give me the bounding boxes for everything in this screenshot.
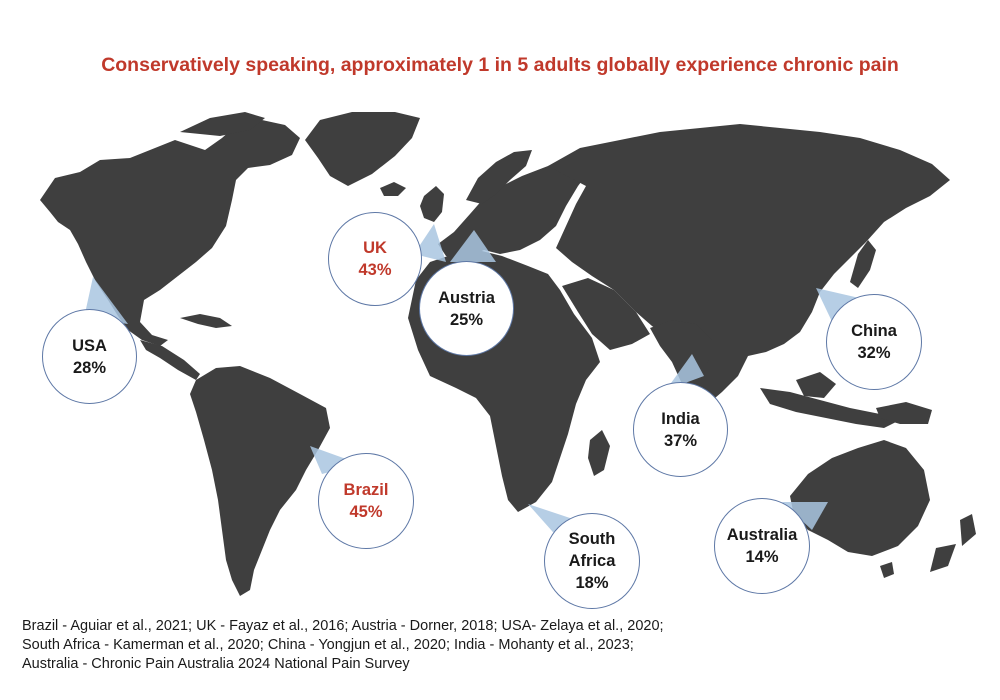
country-value-australia: 14% <box>745 548 779 566</box>
country-value-india: 37% <box>663 431 698 450</box>
landmass-new-zealand-south <box>930 544 956 572</box>
country-name-china: China <box>851 322 897 340</box>
country-value-south-africa: 18% <box>575 574 609 592</box>
source-citations: Brazil - Aguiar et al., 2021; UK - Fayaz… <box>22 618 664 672</box>
landmass-south-america <box>190 366 330 596</box>
landmass-greenland <box>305 112 420 186</box>
landmass-arctic-islands <box>180 112 265 136</box>
landmass-india <box>650 320 712 402</box>
bubble-australia: Australia 14% <box>714 498 810 594</box>
landmass-scandinavia <box>466 150 532 204</box>
landmass-north-america <box>40 120 300 346</box>
bubble-brazil: Brazil 45% <box>318 453 414 549</box>
landmass-caribbean <box>180 314 232 328</box>
bubble-india: India 37% <box>633 382 728 477</box>
landmass-arabia <box>562 278 650 350</box>
pointer-uk <box>414 224 446 262</box>
country-value-austria: 25% <box>449 310 484 329</box>
landmass-new-zealand <box>960 514 976 546</box>
landmass-madagascar <box>588 430 610 476</box>
landmass-iceland <box>380 182 406 196</box>
country-name-usa: USA <box>72 336 107 355</box>
country-value-china: 32% <box>857 344 891 362</box>
country-name-uk: UK <box>363 239 387 257</box>
country-name-south-africa: South Africa <box>568 530 616 570</box>
landmass-tasmania <box>880 562 894 578</box>
landmass-british-isles <box>420 186 444 222</box>
bubble-austria: Austria 25% <box>419 261 514 356</box>
country-name-australia: Australia <box>726 526 798 544</box>
pointer-india <box>666 354 704 390</box>
country-name-austria: Austria <box>438 288 495 307</box>
pointer-austria <box>450 230 496 262</box>
landmass-indonesia <box>760 388 900 428</box>
landmass-asia <box>548 124 950 404</box>
landmass-borneo <box>796 372 836 398</box>
landmass-new-guinea <box>876 402 932 424</box>
bubble-south-africa: South Africa 18% <box>544 513 640 609</box>
landmass-australia <box>790 440 930 556</box>
chart-title: Conservatively speaking, approximately 1… <box>101 54 899 76</box>
landmass-japan <box>850 240 876 288</box>
landmass-central-america <box>140 340 200 380</box>
country-value-usa: 28% <box>72 358 107 377</box>
bubble-uk: UK 43% <box>328 212 422 306</box>
country-value-brazil: 45% <box>349 503 383 521</box>
country-name-brazil: Brazil <box>343 481 389 499</box>
bubble-usa: USA 28% <box>42 309 137 404</box>
country-value-uk: 43% <box>358 261 392 279</box>
country-name-india: India <box>661 409 700 428</box>
bubble-china: China 32% <box>826 294 922 390</box>
